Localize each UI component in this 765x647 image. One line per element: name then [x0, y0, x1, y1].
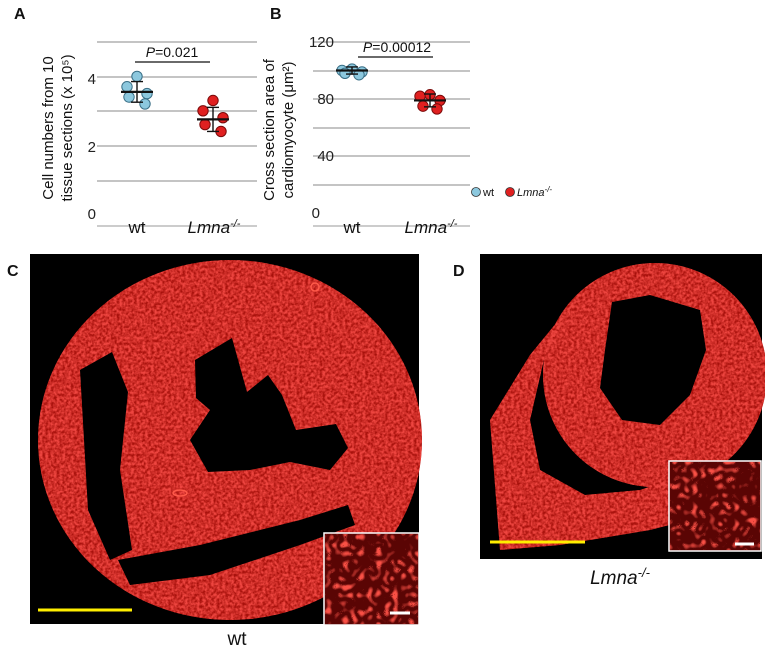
panel-a-ytick-0: 0	[88, 206, 96, 223]
point-wt-2	[141, 87, 153, 100]
point-wt-0	[131, 70, 143, 83]
panel-a-pvalue: P=0.021	[146, 44, 199, 60]
panel-label-a: A	[14, 6, 26, 23]
micrograph-d-inset	[668, 460, 762, 552]
panel-b-category-wt: wt	[343, 218, 361, 237]
micrograph-c-cavity-lower	[118, 505, 355, 585]
caption-d: Lmna-/-	[590, 565, 650, 589]
panel-b-ytick-80: 80	[317, 91, 334, 108]
legend: wt Lmna-/-	[471, 185, 552, 199]
panel-a-pvalue-bracket: P=0.021	[135, 44, 210, 63]
panel-c: C wt	[7, 254, 422, 647]
panel-d: D Lmna-/-	[453, 254, 765, 589]
point-lmna-3	[199, 118, 211, 131]
legend-label-wt: wt	[482, 187, 494, 199]
legend-swatch-lmna	[505, 187, 515, 197]
panel-a-category-wt: wt	[128, 218, 146, 237]
point-wt-4	[139, 98, 151, 110]
panel-b-grid	[313, 41, 470, 186]
panel-a-ytick-2: 2	[88, 139, 96, 156]
panel-b-ylabel-line1: Cross section area of	[261, 58, 278, 201]
panel-b-marks	[336, 63, 446, 115]
legend-swatch-wt	[471, 187, 481, 197]
point-lmna-0	[207, 94, 219, 107]
point-lmna-1	[197, 105, 209, 117]
panel-a: A Cell numbers from 10 tissue sections (…	[14, 6, 257, 237]
panel-a-ylabel-line2: tissue sections (x 10⁵)	[59, 54, 76, 201]
panel-a-category-lmna: Lmna-/-	[188, 218, 241, 237]
point-lmna-2	[217, 111, 229, 124]
panel-label-c: C	[7, 263, 19, 280]
panel-b: B Cross section area of cardiomyocyte (μ…	[261, 6, 552, 237]
caption-c: wt	[227, 629, 248, 647]
panel-b-ytick-40: 40	[317, 148, 334, 165]
point-lmna-3	[417, 100, 429, 112]
point-wt-3	[123, 91, 135, 103]
point-lmna-4	[431, 103, 443, 115]
point-wt-1	[121, 81, 133, 93]
micrograph-d-cavity-left-ventricle	[600, 295, 706, 425]
panel-b-pvalue: P=0.00012	[363, 39, 431, 55]
micrograph-c-cavity-left-ventricle	[190, 338, 348, 472]
panel-a-ylabel-line1: Cell numbers from 10	[40, 56, 57, 199]
panel-label-d: D	[453, 263, 465, 280]
panel-label-b: B	[270, 6, 282, 23]
legend-label-lmna: Lmna-/-	[517, 185, 552, 199]
micrograph-c-inset	[323, 532, 420, 626]
panel-b-category-lmna: Lmna-/-	[405, 218, 458, 237]
panel-a-marks	[121, 70, 229, 138]
panel-a-grid	[97, 41, 257, 182]
panel-a-ytick-4: 4	[88, 71, 96, 88]
panel-b-pvalue-bracket: P=0.00012	[358, 39, 433, 58]
panel-b-ylabel-line2: cardiomyocyte (μm²)	[280, 62, 297, 199]
micrograph-c-heart-section	[38, 260, 422, 620]
panel-b-ytick-120: 120	[309, 34, 334, 51]
panel-b-ytick-0: 0	[312, 205, 320, 222]
micrograph-c-cavity-right	[80, 352, 132, 560]
